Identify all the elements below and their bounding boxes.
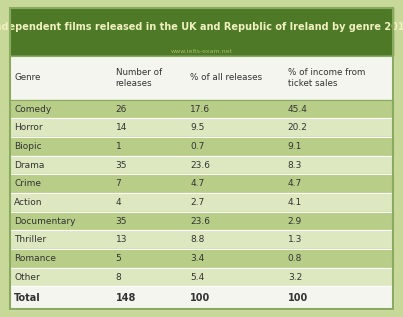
Text: 23.6: 23.6 (190, 217, 210, 226)
Text: 13: 13 (116, 235, 127, 244)
Text: 5: 5 (116, 254, 121, 263)
Bar (10, 156, 393, 174)
Text: 2.7: 2.7 (190, 198, 204, 207)
Text: Genre: Genre (14, 74, 40, 82)
Text: Thriller: Thriller (14, 235, 46, 244)
Text: 23.6: 23.6 (190, 161, 210, 170)
Bar (10, 8, 393, 47)
Text: 148: 148 (116, 293, 136, 303)
Text: 4.7: 4.7 (288, 179, 302, 188)
Bar (10, 119, 393, 137)
Text: 7: 7 (116, 179, 121, 188)
Text: 9.5: 9.5 (190, 123, 205, 132)
Text: 4.1: 4.1 (288, 198, 302, 207)
Text: % of all releases: % of all releases (190, 74, 262, 82)
Text: Biopic: Biopic (14, 142, 42, 151)
Text: 45.4: 45.4 (288, 105, 308, 113)
Text: Crime: Crime (14, 179, 41, 188)
Text: 2.9: 2.9 (288, 217, 302, 226)
Bar (10, 268, 393, 287)
Bar (10, 193, 393, 212)
Bar (10, 287, 393, 309)
Text: Other: Other (14, 273, 40, 281)
Bar (10, 212, 393, 230)
Text: Number of
releases: Number of releases (116, 68, 162, 87)
Text: % of income from
ticket sales: % of income from ticket sales (288, 68, 365, 87)
Text: 100: 100 (288, 293, 308, 303)
Text: 3.2: 3.2 (288, 273, 302, 281)
Bar (10, 56, 393, 100)
Text: 100: 100 (190, 293, 210, 303)
Text: 0.7: 0.7 (190, 142, 205, 151)
Text: 1.3: 1.3 (288, 235, 302, 244)
Text: Documentary: Documentary (14, 217, 76, 226)
Text: Total: Total (14, 293, 41, 303)
Bar (10, 47, 393, 56)
Text: 8: 8 (116, 273, 121, 281)
Text: www.ielts-exam.net: www.ielts-exam.net (170, 49, 233, 54)
Text: 14: 14 (116, 123, 127, 132)
Text: Comedy: Comedy (14, 105, 51, 113)
Text: 3.4: 3.4 (190, 254, 204, 263)
Text: 20.2: 20.2 (288, 123, 308, 132)
Text: 35: 35 (116, 217, 127, 226)
Text: 9.1: 9.1 (288, 142, 302, 151)
Text: 35: 35 (116, 161, 127, 170)
Text: 17.6: 17.6 (190, 105, 210, 113)
Text: 4.7: 4.7 (190, 179, 204, 188)
Text: Horror: Horror (14, 123, 43, 132)
Text: 5.4: 5.4 (190, 273, 204, 281)
Text: 8.3: 8.3 (288, 161, 302, 170)
Text: Drama: Drama (14, 161, 44, 170)
Bar (10, 249, 393, 268)
Text: 0.8: 0.8 (288, 254, 302, 263)
Text: Romance: Romance (14, 254, 56, 263)
Text: 1: 1 (116, 142, 121, 151)
Bar (10, 230, 393, 249)
Bar (10, 100, 393, 119)
Bar (10, 174, 393, 193)
Text: Independent films released in the UK and Republic of Ireland by genre 2012: Independent films released in the UK and… (0, 23, 403, 33)
Text: 8.8: 8.8 (190, 235, 205, 244)
Text: 4: 4 (116, 198, 121, 207)
Bar (10, 137, 393, 156)
Text: 26: 26 (116, 105, 127, 113)
Text: Action: Action (14, 198, 43, 207)
